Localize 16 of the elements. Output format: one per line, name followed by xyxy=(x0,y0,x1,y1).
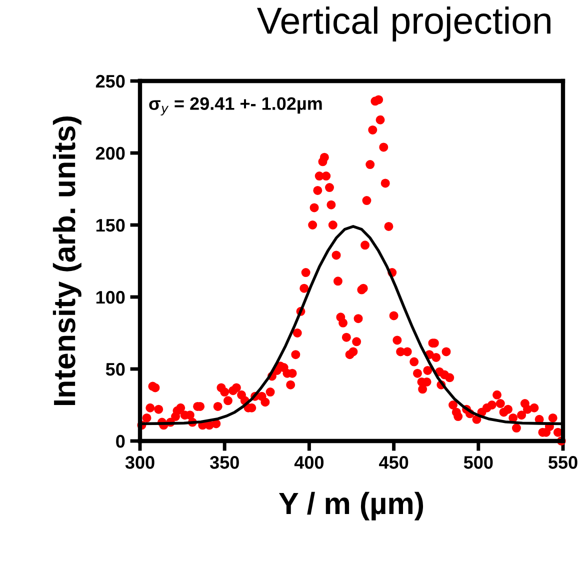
y-tick-label: 0 xyxy=(116,434,125,448)
x-tick-label: 500 xyxy=(464,456,493,469)
y-tick-label: 200 xyxy=(96,146,125,160)
x-axis-title: Y / m (µm) xyxy=(278,492,424,520)
x-tick-label: 300 xyxy=(125,456,154,469)
x-tick-label: 550 xyxy=(548,456,578,469)
x-tick-label: 400 xyxy=(294,456,324,469)
y-tick-label: 150 xyxy=(96,218,125,232)
annotation: σ$_{y}$ = 29.41 +- 1.02µm xyxy=(149,97,322,116)
y-tick-label: 100 xyxy=(96,290,125,304)
x-tick-label: 450 xyxy=(379,456,408,469)
chart-title: Vertical projection xyxy=(257,6,550,42)
y-axis-title: Intensity (arb. units) xyxy=(52,116,82,405)
x-tick-label: 350 xyxy=(210,456,239,469)
y-tick-label: 250 xyxy=(96,74,125,88)
y-tick-label: 50 xyxy=(106,362,125,376)
